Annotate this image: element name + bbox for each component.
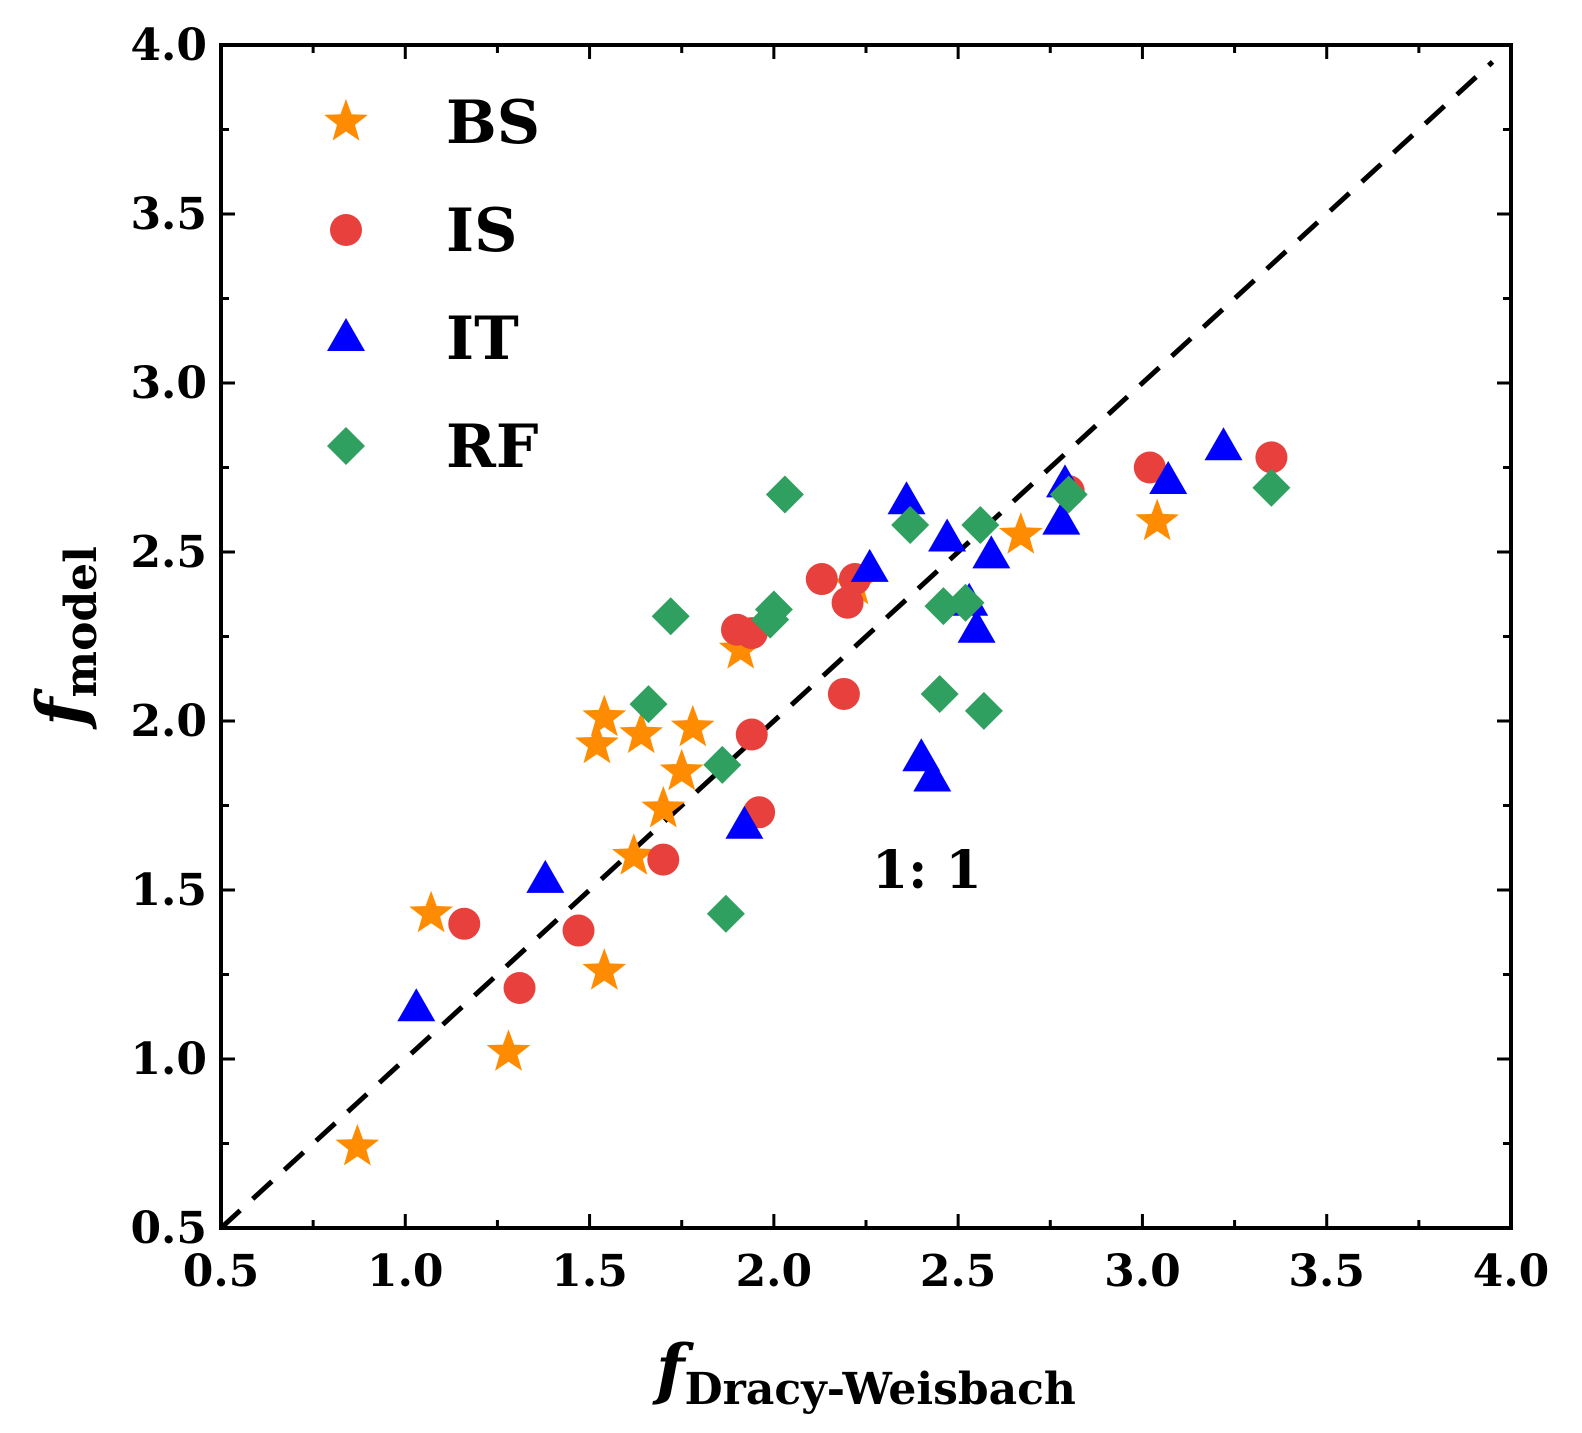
it-point — [913, 758, 952, 792]
is-point — [562, 914, 595, 947]
legend-label-bs: BS — [446, 88, 540, 158]
bs-point — [641, 785, 686, 828]
rf-point — [754, 590, 793, 629]
bs-point — [611, 833, 656, 875]
y-tick-label: 3.0 — [130, 358, 207, 409]
is-point — [827, 677, 860, 710]
bs-point — [1135, 498, 1179, 541]
x-tick-label: 2.0 — [736, 1246, 813, 1297]
x-tick-label: 1.0 — [367, 1246, 444, 1297]
it-point — [725, 805, 764, 839]
legend-marker-it — [327, 318, 365, 351]
it-point — [928, 518, 967, 552]
data-points — [335, 427, 1291, 1166]
legend: BS IS IT RF — [324, 88, 540, 482]
it-point — [850, 548, 889, 582]
is-point — [805, 563, 838, 596]
it-point — [526, 859, 565, 893]
y-tick-label: 1.5 — [130, 865, 207, 916]
it-point — [1149, 461, 1188, 494]
one-to-one-reference-line — [219, 60, 1495, 1230]
x-tick-label: 3.5 — [1288, 1246, 1365, 1297]
rf-point — [703, 745, 742, 784]
legend-item-rf: RF — [327, 412, 538, 482]
rf-point — [1049, 475, 1088, 514]
bs-point — [670, 704, 715, 747]
y-tick-label: 1.0 — [130, 1034, 207, 1085]
is-point — [647, 843, 680, 876]
it-point — [972, 535, 1011, 569]
x-tick-label: 1.5 — [551, 1246, 628, 1297]
rf-point — [961, 506, 1000, 544]
legend-label-rf: RF — [446, 412, 538, 482]
bs-point — [486, 1029, 531, 1071]
series-rf — [629, 468, 1291, 933]
y-tick-label: 2.0 — [130, 696, 207, 747]
reference-line-label: 1: 1 — [872, 840, 982, 901]
it-point — [887, 481, 926, 515]
series-it — [397, 427, 1243, 1022]
rf-point — [651, 597, 690, 636]
it-point — [397, 988, 436, 1022]
y-tick-label: 2.5 — [130, 527, 207, 578]
legend-item-bs: BS — [324, 88, 540, 158]
y-axis-title-sub: model — [56, 546, 107, 697]
bs-point — [575, 721, 619, 764]
it-point — [957, 609, 996, 643]
bs-point — [659, 748, 704, 791]
y-tick-label: 0.5 — [130, 1203, 207, 1254]
is-point — [1133, 451, 1166, 484]
bs-point — [998, 512, 1043, 554]
rf-point — [891, 506, 930, 544]
x-axis-title: fDracy-Weisbach — [652, 1330, 1076, 1415]
y-axis-title: fmodel — [22, 546, 107, 730]
is-point — [1255, 441, 1288, 474]
x-axis-title-sub: Dracy-Weisbach — [684, 1364, 1075, 1415]
y-tick-label: 3.5 — [130, 189, 207, 240]
bs-point — [582, 948, 627, 990]
rf-point — [920, 675, 959, 713]
bs-point — [582, 694, 627, 737]
bs-point — [718, 627, 763, 669]
x-tick-label: 3.0 — [1104, 1246, 1181, 1297]
legend-label-is: IS — [446, 196, 517, 266]
x-tick-label: 0.5 — [183, 1246, 260, 1297]
bs-point — [409, 890, 453, 933]
bs-point — [619, 711, 663, 754]
is-point — [503, 972, 536, 1005]
legend-marker-rf — [327, 427, 365, 465]
rf-point — [1252, 468, 1291, 507]
x-tick-label: 2.5 — [920, 1246, 997, 1297]
legend-item-it: IT — [327, 304, 519, 374]
legend-marker-bs — [324, 99, 368, 141]
rf-point — [629, 685, 668, 724]
y-tick-label: 4.0 — [130, 20, 207, 71]
legend-label-it: IT — [446, 304, 519, 374]
is-point — [735, 718, 768, 751]
it-point — [1042, 501, 1081, 535]
axis-ticks: 0.5 1.0 1.5 2.0 2.5 3.0 3.5 4.0 0.5 1.0 1.5 2.0 2.5 3… — [130, 20, 1549, 1297]
it-point — [1204, 427, 1243, 461]
rf-point — [765, 475, 804, 514]
is-point — [448, 907, 481, 940]
x-tick-label: 4.0 — [1473, 1246, 1550, 1297]
legend-marker-is — [330, 214, 362, 246]
legend-item-is: IS — [330, 196, 517, 266]
rf-point — [706, 894, 745, 933]
bs-point — [335, 1123, 380, 1166]
rf-point — [964, 691, 1003, 730]
rf-point — [946, 583, 985, 622]
